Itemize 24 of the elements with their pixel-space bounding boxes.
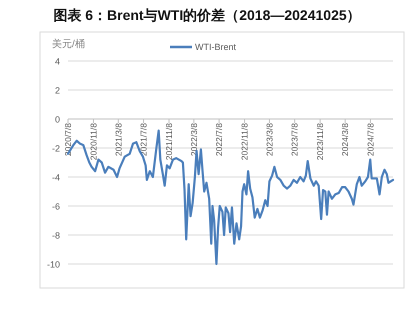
y-tick-label: -2 [52, 144, 60, 154]
chart-title: 图表 6：Brent与WTI的价差（2018—20241025） [53, 7, 361, 23]
x-tick-label: 2024/3/8 [340, 122, 350, 156]
x-tick-label: 2020/11/8 [88, 122, 98, 160]
x-tick-label: 2021/11/8 [164, 122, 174, 160]
y-tick-label: -4 [52, 172, 60, 182]
y-tick-label: -10 [46, 260, 60, 270]
y-tick-label: 2 [54, 86, 60, 96]
x-tick-label: 2022/3/8 [188, 122, 199, 156]
x-tick-label: 2021/7/8 [138, 122, 149, 156]
x-tick-label: 2020/7/8 [63, 122, 73, 156]
y-axis-title: 美元/桶 [52, 38, 85, 50]
x-tick-label: 2023/7/8 [290, 122, 300, 156]
legend-label: WTI-Brent [195, 42, 236, 52]
y-tick-label: -8 [52, 230, 60, 240]
x-tick-label: 2023/11/8 [315, 122, 326, 160]
y-tick-label: -6 [52, 202, 60, 212]
x-tick-label: 2024/7/8 [365, 122, 376, 156]
y-tick-label: 4 [54, 56, 60, 66]
x-tick-label: 2022/11/8 [240, 122, 250, 160]
y-tick-label: 0 [54, 114, 60, 124]
x-tick-label: 2023/3/8 [264, 122, 274, 156]
x-tick-label: 2022/7/8 [214, 122, 224, 156]
x-tick-label: 2021/3/8 [113, 122, 124, 156]
